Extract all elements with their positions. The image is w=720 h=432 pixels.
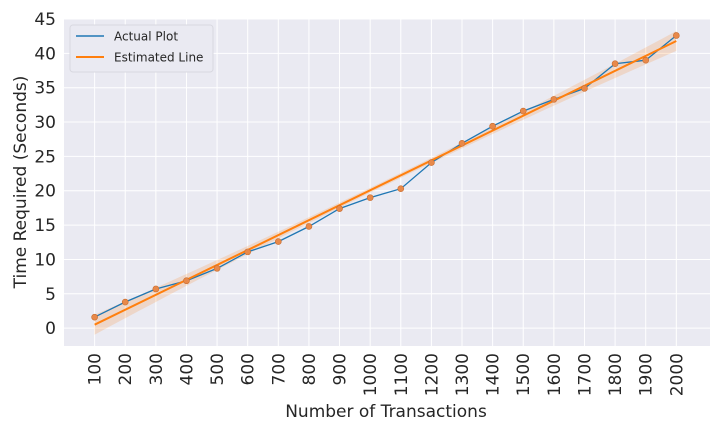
data-point xyxy=(519,107,527,115)
x-tick-label: 2000 xyxy=(667,353,687,396)
x-tick-label: 1800 xyxy=(606,353,626,396)
x-tick-label: 900 xyxy=(331,353,351,385)
x-axis-title: Number of Transactions xyxy=(285,402,487,422)
data-point xyxy=(550,96,558,103)
x-tick-label: 200 xyxy=(116,353,136,385)
data-point xyxy=(611,60,619,67)
data-point xyxy=(305,223,313,230)
legend-label-actual: Actual Plot xyxy=(114,30,178,44)
legend-label-estimated: Estimated Line xyxy=(114,51,203,65)
x-tick-label: 400 xyxy=(177,353,197,385)
x-tick-label: 800 xyxy=(300,353,320,385)
x-tick-label: 1100 xyxy=(392,353,412,396)
x-tick-labels: 100 200 300 400 500 600 700 800 900 1000 1100 1200 1… xyxy=(86,353,688,396)
y-axis-title: Time Required (Seconds) xyxy=(11,76,31,290)
y-tick-label: 30 xyxy=(34,113,56,133)
actual-plot-line xyxy=(94,34,677,318)
y-tick-label: 25 xyxy=(34,147,56,167)
data-point xyxy=(152,285,160,293)
data-point xyxy=(458,140,466,147)
data-point xyxy=(673,32,680,39)
data-point xyxy=(581,85,588,92)
x-tick-label: 1700 xyxy=(575,353,595,396)
x-tick-label: 700 xyxy=(269,353,289,385)
y-tick-label: 15 xyxy=(34,216,56,236)
x-tick-label: 100 xyxy=(86,353,106,385)
data-point xyxy=(275,238,282,245)
data-point xyxy=(489,122,496,130)
data-point xyxy=(397,185,405,192)
legend-box xyxy=(69,24,214,73)
x-tick-label: 1600 xyxy=(545,353,565,396)
y-tick-label: 45 xyxy=(34,10,56,30)
x-tick-label: 300 xyxy=(147,353,167,385)
x-tick-label: 600 xyxy=(239,353,259,385)
data-point xyxy=(244,248,251,256)
y-tick-label: 5 xyxy=(45,285,56,305)
estimated-line xyxy=(94,40,677,326)
data-point xyxy=(91,313,98,321)
legend: Actual Plot Estimated Line xyxy=(69,24,214,73)
data-point xyxy=(213,265,221,272)
y-tick-label: 35 xyxy=(34,79,56,99)
data-point xyxy=(183,277,190,285)
x-tick-label: 1900 xyxy=(637,353,657,396)
data-point xyxy=(428,159,435,166)
data-point xyxy=(121,298,129,306)
x-tick-label: 500 xyxy=(208,353,228,385)
x-tick-label: 1300 xyxy=(453,353,473,396)
data-point xyxy=(336,205,343,212)
data-point xyxy=(366,194,374,201)
y-tick-label: 0 xyxy=(45,319,56,339)
x-tick-label: 1500 xyxy=(514,353,534,396)
x-tick-label: 1000 xyxy=(361,353,381,396)
data-point xyxy=(642,56,650,64)
y-tick-labels: 0 5 10 15 20 25 30 35 40 45 xyxy=(34,10,56,339)
y-tick-label: 20 xyxy=(34,182,56,202)
y-tick-label: 40 xyxy=(34,44,56,64)
x-tick-label: 1400 xyxy=(484,353,504,396)
y-tick-label: 10 xyxy=(34,250,56,270)
series-layer xyxy=(91,32,680,326)
x-tick-label: 1200 xyxy=(422,353,442,396)
